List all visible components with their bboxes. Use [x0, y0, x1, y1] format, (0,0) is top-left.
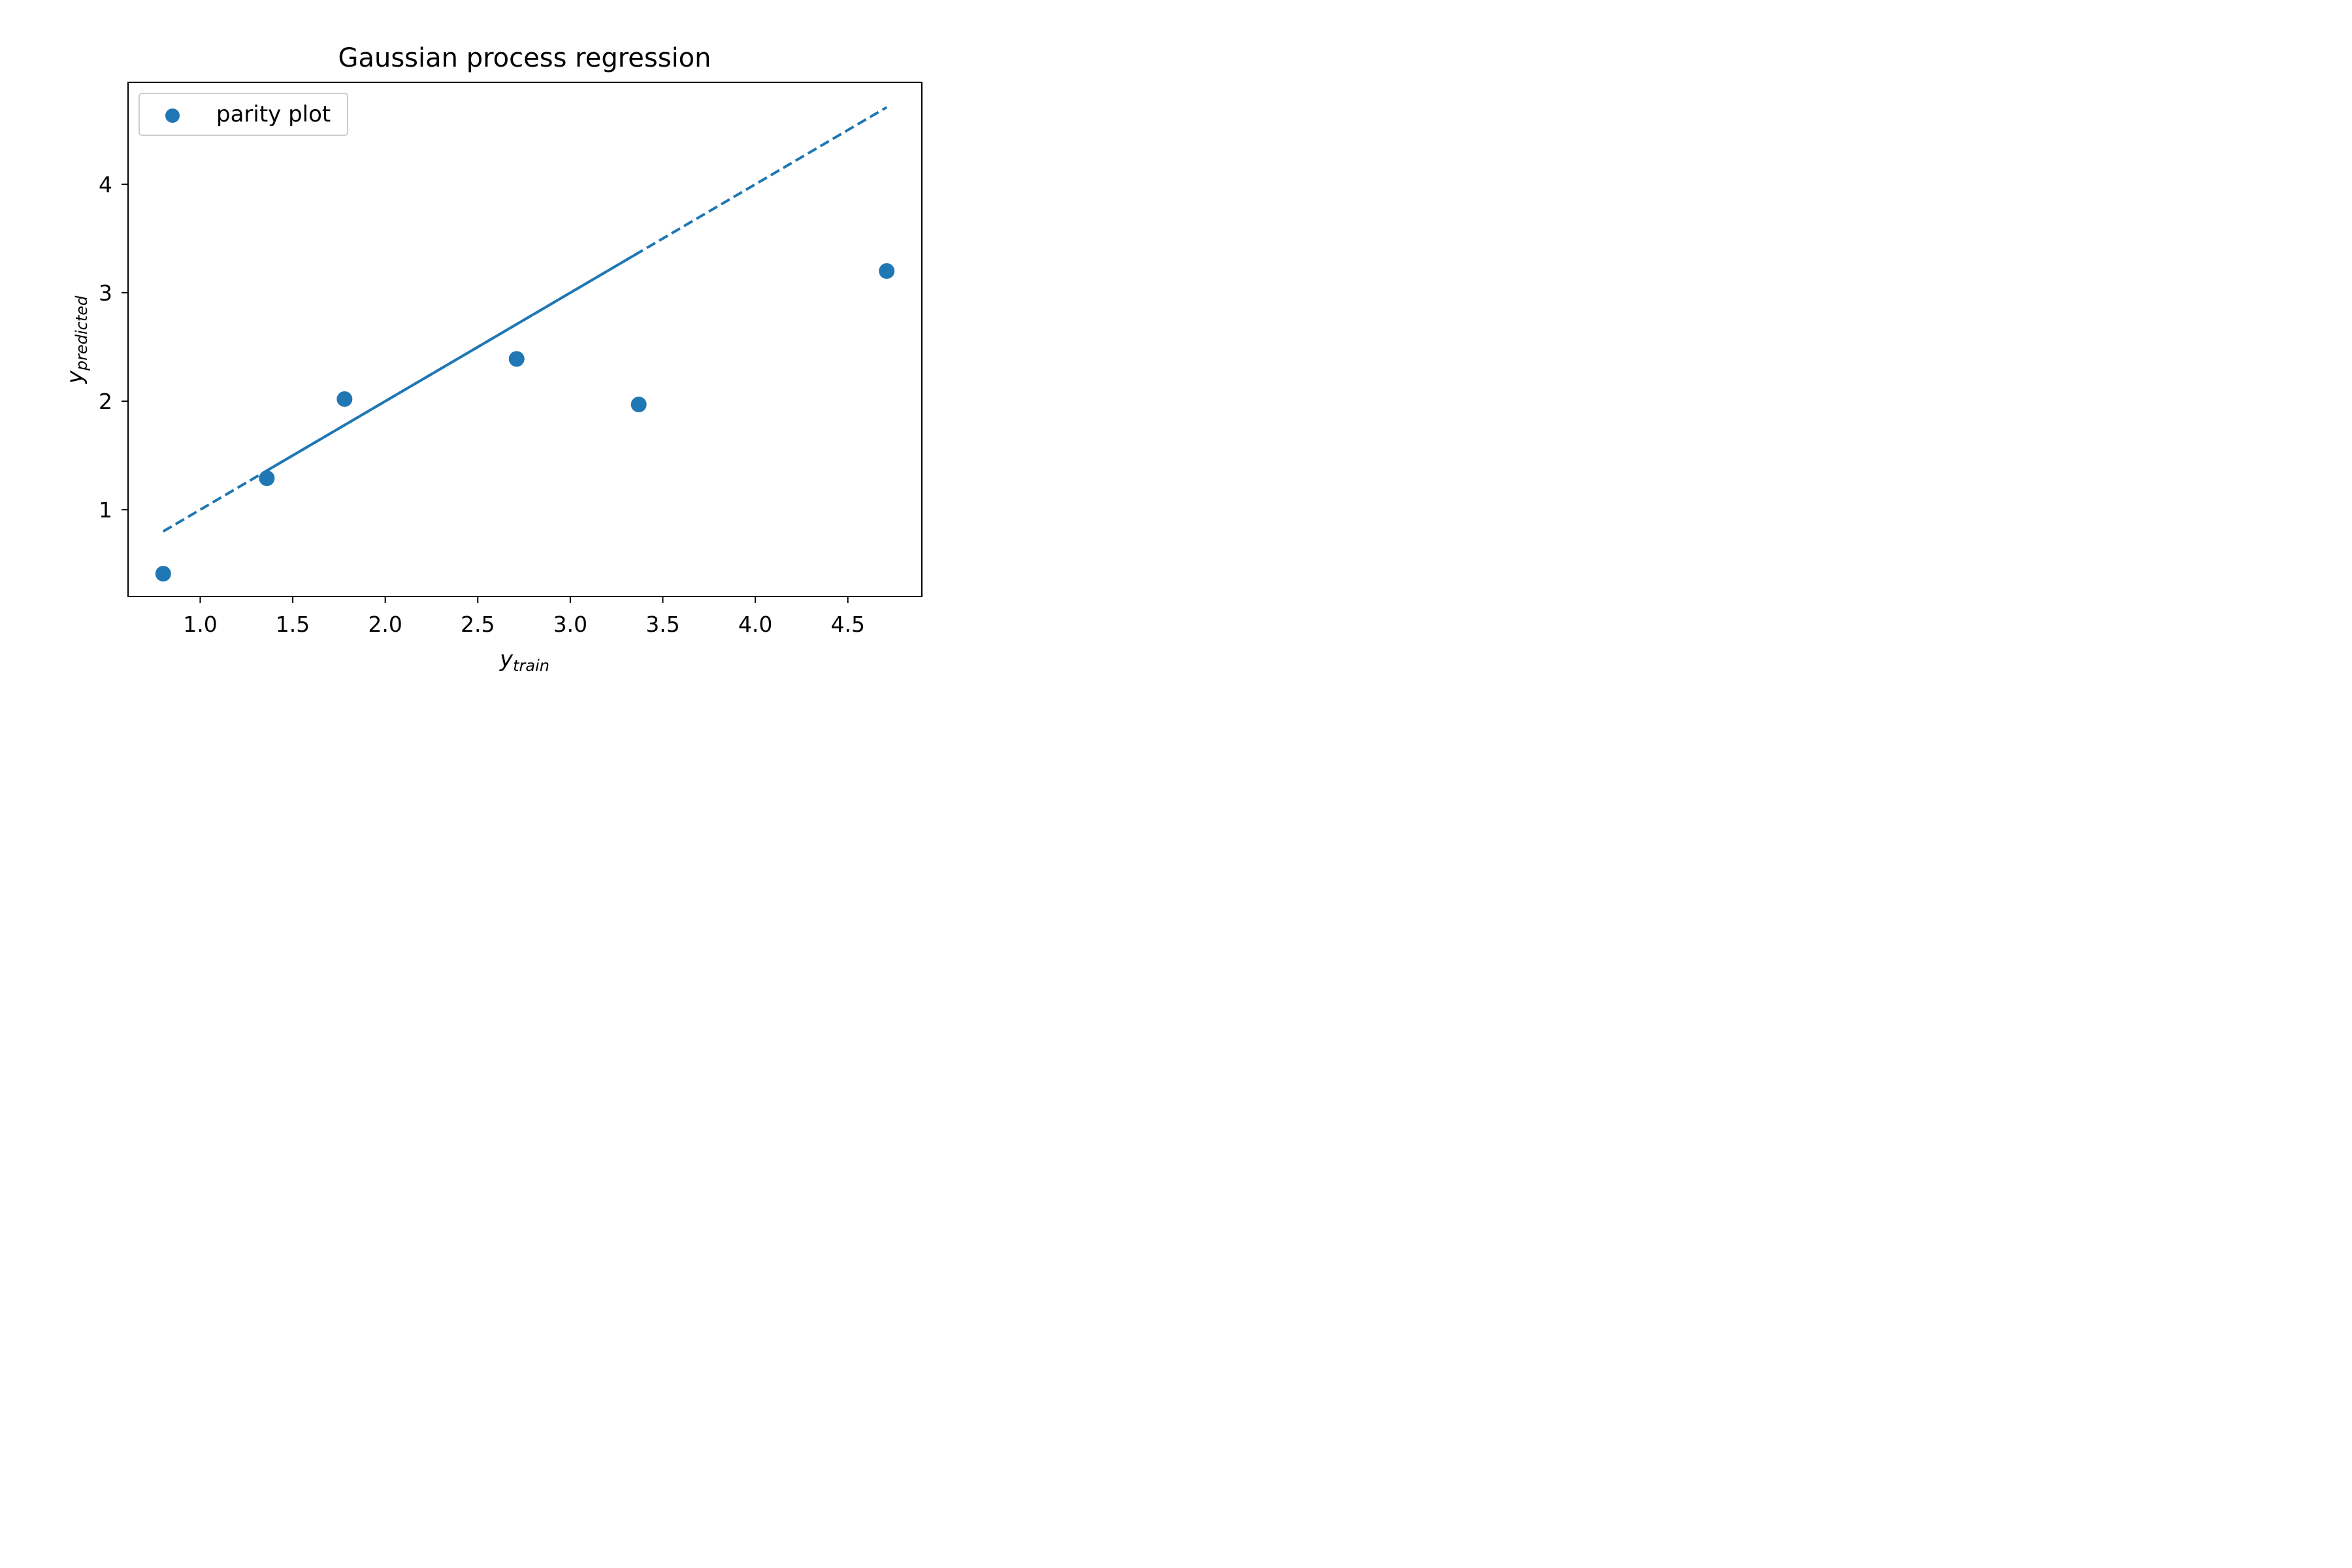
axes-frame — [127, 82, 923, 597]
y-tick-label: 3 — [99, 280, 112, 306]
scatter-point — [259, 470, 275, 487]
y-axis-label-base: y — [62, 370, 88, 384]
scatter-point — [336, 391, 353, 407]
x-tick-label: 1.0 — [183, 612, 217, 637]
x-axis-label-base: y — [499, 646, 514, 672]
scatter-point — [508, 351, 525, 367]
chart-figure: Gaussian process regression 1.0 1.5 2.0 2.5… — [0, 0, 1018, 678]
y-tick-label: 4 — [99, 172, 112, 197]
x-tick-label: 4.0 — [738, 612, 772, 637]
y-axis-label-sub: predicted — [73, 295, 91, 371]
x-tick-label: 3.0 — [553, 612, 587, 637]
chart-title: Gaussian process regression — [338, 43, 711, 73]
legend-label: parity plot — [216, 101, 331, 127]
scatter-point — [879, 263, 895, 279]
x-tick-label: 1.5 — [276, 612, 310, 637]
y-tick-label: 1 — [99, 497, 112, 523]
x-tick-label: 4.5 — [830, 612, 864, 637]
parity-line-solid — [266, 251, 640, 472]
x-tick-label: 2.5 — [461, 612, 495, 637]
axis-ticks: 1.0 1.5 2.0 2.5 3.0 3.5 4.0 4.5 1 2 3 4 — [99, 172, 865, 637]
plot-area — [155, 106, 895, 582]
y-tick-label: 2 — [99, 389, 112, 414]
legend-box — [139, 93, 348, 136]
legend-marker — [165, 108, 180, 123]
y-axis-label: ypredicted — [62, 295, 91, 384]
scatter-point — [630, 397, 647, 413]
x-tick-label: 3.5 — [645, 612, 679, 637]
scatter-point — [155, 566, 171, 582]
x-axis-label-sub: train — [513, 657, 549, 675]
x-axis-label: ytrain — [499, 646, 549, 675]
legend: parity plot — [139, 93, 348, 136]
x-tick-label: 2.0 — [368, 612, 402, 637]
